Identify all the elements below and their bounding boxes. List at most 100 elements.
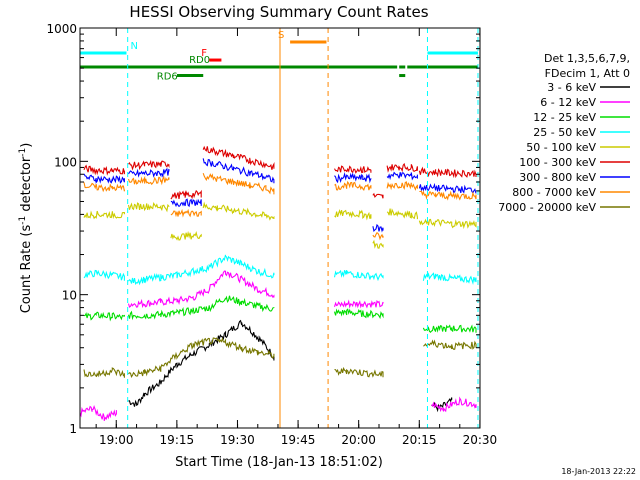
annotation-rd0-label: RD0: [189, 55, 210, 66]
series-7-segment-4: [202, 158, 275, 184]
series-3: [83, 295, 477, 333]
legend-label-7: 300 - 800 keV: [519, 171, 596, 184]
annotation-rd6: RD6: [157, 72, 406, 83]
series-2-segment-1: [79, 405, 117, 421]
legend-label-9: 7000 - 20000 keV: [498, 201, 596, 214]
legend-header-line-2: FDecim 1, Att 0: [545, 67, 630, 80]
series-6-segment-1: [83, 164, 125, 176]
x-tick-label-3: 19:30: [220, 433, 255, 447]
series-layer: [79, 145, 477, 421]
series-6-segment-5: [334, 165, 372, 174]
series-3-segment-4: [422, 324, 477, 333]
x-tick-label-1: 19:00: [99, 433, 134, 447]
series-6-segment-2: [128, 159, 170, 171]
series-8-segment-6: [372, 232, 384, 241]
series-6-segment-3: [170, 189, 202, 200]
y-tick-label-1: 1: [69, 422, 77, 436]
x-tick-label-4: 19:45: [281, 433, 316, 447]
series-8: [83, 173, 477, 241]
series-9-segment-4: [423, 339, 477, 350]
series-5: [83, 201, 477, 249]
annotation-rd0: RD0: [80, 55, 478, 69]
y-axis-ticks: 1 10 100 1000: [46, 22, 480, 436]
series-7: [83, 158, 477, 233]
annotation-rd6-label: RD6: [157, 72, 178, 83]
x-tick-label-5: 20:00: [341, 433, 376, 447]
series-5-segment-3: [170, 230, 202, 241]
y-axis-label-main: Count Rate (s: [19, 225, 34, 314]
legend-header-line-1: Det 1,3,5,6,7,9,: [544, 52, 630, 65]
legend-label-4: 25 - 50 keV: [533, 126, 596, 139]
series-5-segment-6: [372, 239, 384, 249]
x-tick-label-7: 20:30: [463, 433, 498, 447]
x-tick-label-6: 20:15: [402, 433, 437, 447]
y-axis-label: Count Rate (s-1 detector-1): [18, 143, 34, 314]
y-tick-label-2: 10: [62, 289, 77, 303]
series-6: [83, 145, 477, 200]
legend: Det 1,3,5,6,7,9, FDecim 1, Att 0 3 - 6 k…: [498, 52, 630, 214]
series-4-segment-1: [83, 269, 125, 281]
annotation-n: N: [80, 41, 478, 55]
series-5-segment-4: [202, 201, 275, 221]
series-8-segment-1: [83, 182, 125, 193]
series-4-segment-2: [128, 254, 275, 286]
annotation-f: F: [201, 48, 222, 62]
annotation-s-label: S: [278, 30, 284, 41]
legend-label-2: 6 - 12 keV: [540, 96, 596, 109]
series-8-segment-2: [127, 175, 170, 186]
y-axis-label-sup2: -1: [18, 148, 28, 157]
series-4-segment-4: [422, 272, 477, 285]
y-axis-label-end: ): [19, 143, 34, 148]
legend-label-1: 3 - 6 keV: [547, 81, 596, 94]
series-5-segment-8: [418, 218, 477, 230]
series-1-segment-1: [128, 319, 275, 407]
series-7-segment-1: [83, 173, 125, 184]
legend-label-8: 800 - 7000 keV: [512, 186, 596, 199]
series-8-segment-5: [334, 180, 372, 191]
series-7-segment-6: [372, 223, 384, 233]
series-5-segment-7: [386, 208, 418, 220]
series-9-segment-1: [83, 367, 125, 378]
x-tick-label-2: 19:15: [160, 433, 195, 447]
series-3-segment-1: [83, 311, 125, 322]
series-8-segment-8: [419, 190, 477, 201]
series-2-segment-3: [333, 299, 384, 309]
series-7-segment-5: [334, 171, 372, 184]
x-axis-ticks: 19:00 19:15 19:30 19:45 20:00 20:15 20:30: [95, 28, 498, 447]
series-7-segment-2: [128, 167, 170, 179]
series-3-segment-3: [333, 308, 384, 320]
series-4: [83, 254, 477, 286]
series-8-segment-4: [202, 173, 275, 195]
series-9: [83, 337, 477, 378]
series-8-segment-7: [386, 181, 418, 191]
plot-frame: [79, 27, 481, 429]
y-axis-label-mid: detector: [19, 156, 34, 216]
series-4-segment-3: [333, 269, 384, 282]
annotation-n-label: N: [131, 41, 138, 52]
y-axis-label-sup1: -1: [18, 216, 28, 225]
series-6-segment-4: [202, 145, 275, 170]
footer-date: 18-Jan-2013 22:22: [561, 467, 636, 476]
series-5-segment-5: [334, 209, 372, 221]
chart-title: HESSI Observing Summary Count Rates: [129, 3, 428, 21]
series-9-segment-2: [128, 337, 275, 378]
series-3-segment-2: [127, 295, 275, 321]
series-6-segment-6: [372, 192, 384, 199]
series-2-segment-4: [431, 396, 477, 413]
series-8-segment-3: [170, 208, 202, 218]
series-2-segment-2: [127, 270, 275, 309]
series-6-segment-7: [386, 162, 418, 173]
y-tick-label-4: 1000: [46, 22, 77, 36]
legend-label-5: 50 - 100 keV: [526, 141, 596, 154]
y-tick-label-3: 100: [54, 155, 77, 169]
series-7-segment-8: [418, 182, 477, 194]
annotation-s: S: [278, 30, 327, 44]
series-7-segment-3: [170, 198, 202, 208]
series-9-segment-3: [334, 366, 384, 378]
annotation-f-label: F: [201, 48, 207, 59]
series-1: [128, 319, 453, 413]
legend-label-3: 12 - 25 keV: [533, 111, 596, 124]
series-6-segment-8: [418, 166, 477, 179]
x-axis-label: Start Time (18-Jan-13 18:51:02): [175, 455, 383, 470]
